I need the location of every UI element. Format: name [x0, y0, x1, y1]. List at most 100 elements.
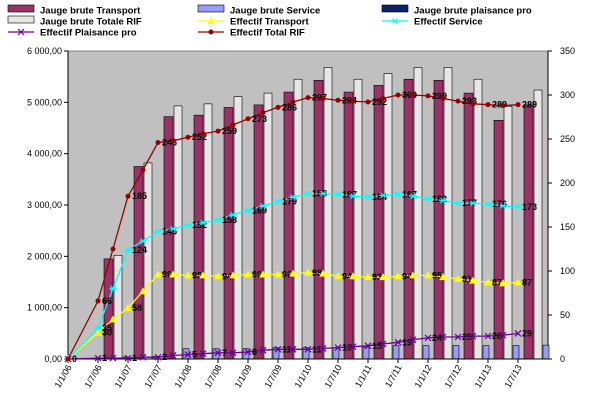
point-effectif-plaisance-pro	[94, 354, 102, 362]
point-effectif-transport	[154, 270, 162, 278]
bar-jauge-brute-totale-rif	[413, 67, 423, 360]
data-label-effectif-service: 187	[342, 189, 357, 199]
point-effectif-total-rif	[515, 102, 521, 108]
x-axis-tick-label: 1/1/12	[413, 363, 434, 390]
point-effectif-service	[94, 325, 102, 332]
data-label-effectif-plaisance-pro: 19	[402, 337, 412, 347]
point-effectif-service	[514, 203, 522, 210]
data-label-effectif-transport: 96	[252, 270, 262, 280]
point-effectif-plaisance-pro	[334, 344, 342, 351]
point-effectif-service	[334, 191, 342, 198]
x-axis-tick-label: 1/1/11	[353, 363, 374, 389]
data-label-effectif-transport: 96	[282, 270, 292, 280]
x-axis-tick-label: 1/7/13	[503, 363, 524, 390]
bar-jauge-brute-transport	[403, 78, 414, 360]
point-effectif-total-rif	[245, 116, 251, 122]
data-label-effectif-transport: 94	[222, 271, 232, 281]
point-effectif-transport	[184, 271, 192, 279]
data-label-effectif-plaisance-pro: 13	[342, 343, 352, 353]
x-axis-tick-label: 1/7/10	[323, 363, 344, 390]
right-axis-tick-label: 100	[560, 266, 575, 276]
data-label-effectif-plaisance-pro: 24	[432, 333, 442, 343]
bar-jauge-brute-transport	[283, 91, 294, 360]
point-effectif-service	[349, 193, 357, 200]
data-label-effectif-service: 35	[102, 323, 112, 333]
bar-jauge-brute-transport	[373, 85, 384, 360]
point-effectif-plaisance-pro	[394, 338, 402, 346]
x-axis-tick-label: 1/1/07	[113, 363, 134, 390]
bar-jauge-brute-transport	[343, 91, 354, 360]
bar-jauge-brute-transport	[493, 120, 504, 360]
data-label-effectif-transport: 98	[312, 268, 322, 278]
point-effectif-service	[259, 202, 267, 209]
point-effectif-total-rif	[365, 99, 371, 105]
data-label-effectif-transport: 95	[192, 270, 202, 280]
line-effectif-plaisance-pro	[67, 332, 519, 360]
point-effectif-transport	[514, 278, 522, 286]
data-label-effectif-total-rif: 66	[102, 296, 112, 306]
bar-jauge-brute-transport	[223, 107, 234, 360]
data-label-effectif-service: 182	[432, 194, 447, 204]
point-effectif-service	[364, 194, 372, 201]
point-effectif-total-rif	[140, 167, 146, 173]
data-label-effectif-transport: 96	[162, 270, 172, 280]
point-effectif-total-rif	[350, 98, 356, 104]
point-effectif-service	[394, 191, 402, 198]
point-effectif-transport	[349, 272, 357, 280]
bar-jauge-brute-totale-rif	[473, 78, 483, 360]
point-effectif-transport	[334, 272, 342, 280]
point-effectif-service	[154, 228, 162, 235]
point-effectif-total-rif	[305, 95, 311, 101]
legend-marker-effectif-transport	[207, 16, 215, 24]
right-axis-tick-label: 300	[560, 90, 575, 100]
bar-jauge-brute-transport	[193, 114, 204, 360]
legend-marker-effectif-total-rif	[208, 29, 214, 35]
data-label-effectif-service: 152	[192, 220, 207, 230]
bar-jauge-brute-transport	[523, 104, 534, 360]
bar-jauge-brute-totale-rif	[353, 78, 363, 360]
point-effectif-total-rif	[125, 193, 131, 199]
point-effectif-transport	[379, 273, 387, 281]
data-label-effectif-service: 145	[162, 226, 177, 236]
point-effectif-service	[379, 192, 387, 199]
point-effectif-plaisance-pro	[409, 336, 417, 344]
bar-jauge-brute-totale-rif	[113, 255, 123, 360]
data-label-effectif-service: 184	[372, 192, 387, 202]
point-effectif-service	[424, 195, 432, 202]
point-effectif-transport	[319, 269, 327, 277]
data-label-effectif-plaisance-pro: 15	[372, 341, 382, 351]
data-label-effectif-plaisance-pro: 25	[462, 332, 472, 342]
data-label-effectif-transport: 87	[492, 277, 502, 287]
x-axis-tick-label: 1/7/12	[443, 363, 464, 390]
data-label-effectif-total-rif: 252	[192, 132, 207, 142]
data-label-effectif-transport: 91	[462, 274, 472, 284]
point-effectif-total-rif	[65, 356, 71, 362]
point-effectif-service	[169, 225, 177, 232]
point-effectif-service	[409, 193, 417, 200]
left-axis-tick-label: 1 000,00	[27, 303, 62, 313]
point-effectif-service	[139, 238, 147, 245]
data-label-effectif-service: 158	[222, 215, 237, 225]
data-label-effectif-plaisance-pro: 26	[492, 331, 502, 341]
data-label-effectif-transport: 95	[432, 270, 442, 280]
bar-jauge-brute-transport	[163, 116, 174, 360]
point-effectif-plaisance-pro	[154, 353, 162, 361]
point-effectif-plaisance-pro	[304, 345, 312, 353]
legend-label-effectif-service: Effectif Service	[414, 17, 483, 28]
point-effectif-plaisance-pro	[169, 352, 177, 359]
x-axis-tick-label: 1/1/13	[473, 363, 494, 390]
data-label-effectif-service: 169	[252, 205, 267, 215]
point-effectif-service	[124, 246, 132, 253]
point-effectif-transport	[259, 270, 267, 278]
legend-label-effectif-plaisance-pro: Effectif Plaisance pro	[40, 28, 137, 39]
bar-jauge-brute-service	[542, 344, 550, 360]
point-effectif-transport	[469, 276, 477, 284]
data-label-effectif-transport: 87	[522, 277, 532, 287]
point-effectif-total-rif	[260, 110, 266, 116]
data-label-effectif-total-rif: 297	[312, 93, 327, 103]
point-effectif-plaisance-pro	[199, 350, 207, 358]
point-effectif-total-rif	[95, 298, 101, 304]
point-effectif-plaisance-pro	[244, 348, 252, 356]
x-axis-tick-label: 1/1/08	[173, 363, 194, 390]
point-effectif-transport	[199, 271, 207, 279]
